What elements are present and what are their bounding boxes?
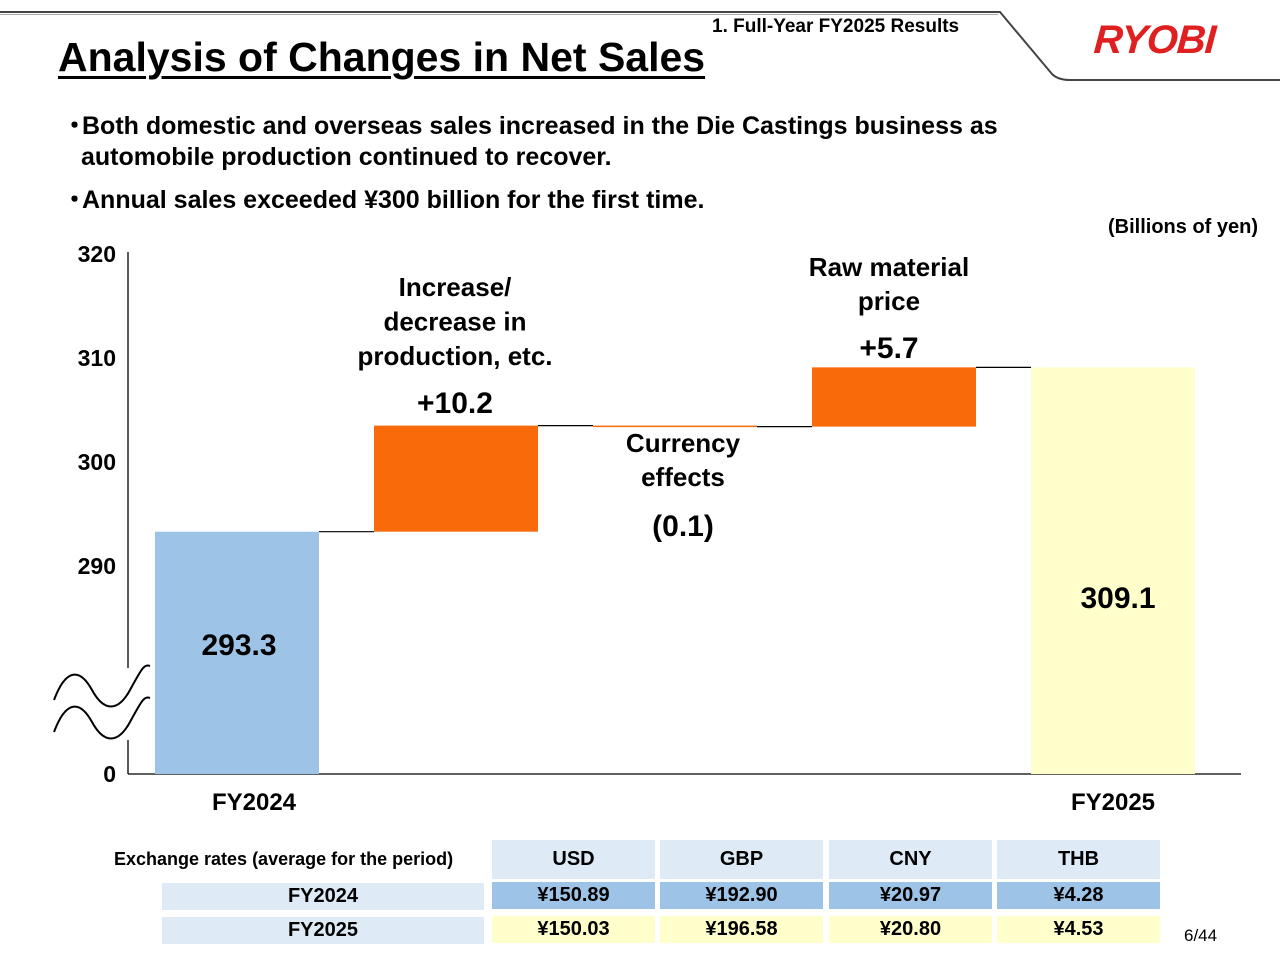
bullet-1-text: Both domestic and overseas sales increas… bbox=[82, 112, 998, 140]
fx-row-label: FY2025 bbox=[162, 917, 484, 944]
bullet-1: ・Both domestic and overseas sales increa… bbox=[62, 106, 998, 142]
data-label-fy2024: 293.3 bbox=[201, 629, 276, 662]
fx-cell: ¥20.97 bbox=[829, 882, 992, 909]
fx-row-label: FY2024 bbox=[162, 883, 484, 910]
y-tick-label: 310 bbox=[78, 345, 116, 371]
fx-cell: ¥4.53 bbox=[997, 916, 1160, 943]
y-tick-label: 320 bbox=[78, 241, 116, 267]
axis-break-wave bbox=[53, 696, 151, 740]
step-label-production: production, etc. bbox=[358, 341, 553, 371]
page-number: 6/44 bbox=[1184, 926, 1218, 945]
bullet-2: ・Annual sales exceeded ¥300 billion for … bbox=[62, 180, 704, 216]
header-rule bbox=[0, 11, 1280, 81]
y-tick-label: 290 bbox=[78, 553, 116, 579]
header-decoration bbox=[0, 11, 1280, 81]
fx-column-header: GBP bbox=[660, 840, 823, 879]
data-label-production: +10.2 bbox=[417, 387, 493, 420]
x-label-fy2024: FY2024 bbox=[212, 789, 297, 816]
fx-cell: ¥4.28 bbox=[997, 882, 1160, 909]
step-label-currency: Currency bbox=[626, 428, 741, 458]
data-label-fy2025: 309.1 bbox=[1080, 582, 1155, 615]
fx-cell: ¥150.03 bbox=[492, 916, 655, 943]
unit-label: (Billions of yen) bbox=[1108, 216, 1258, 238]
fx-table-title: Exchange rates (average for the period) bbox=[114, 849, 454, 869]
section-label: 1. Full-Year FY2025 Results bbox=[712, 16, 960, 37]
bar-4 bbox=[1031, 367, 1195, 774]
x-label-fy2025: FY2025 bbox=[1071, 789, 1155, 816]
bar-2 bbox=[593, 425, 757, 428]
bar-0 bbox=[155, 531, 319, 774]
step-label-production: Increase/ bbox=[399, 272, 512, 302]
page-title: Analysis of Changes in Net Sales bbox=[58, 34, 706, 80]
data-label-raw-material: +5.7 bbox=[859, 332, 918, 365]
fx-column-header: THB bbox=[997, 840, 1160, 879]
bar-3 bbox=[812, 367, 976, 427]
fx-cell: ¥192.90 bbox=[660, 882, 823, 909]
fx-cell: ¥150.89 bbox=[492, 882, 655, 909]
fx-column-header: USD bbox=[492, 840, 655, 879]
axis-break-wave bbox=[53, 664, 151, 708]
bullet-1-continuation: automobile production continued to recov… bbox=[81, 143, 612, 171]
bullet-2-text: Annual sales exceeded ¥300 billion for t… bbox=[82, 186, 705, 214]
step-label-raw-material: price bbox=[858, 286, 920, 316]
step-label-raw-material: Raw material bbox=[809, 252, 969, 282]
y-tick-label: 300 bbox=[78, 449, 116, 475]
y-tick-label: 0 bbox=[103, 761, 116, 787]
step-label-currency: effects bbox=[641, 462, 725, 492]
fx-cell: ¥196.58 bbox=[660, 916, 823, 943]
fx-cell: ¥20.80 bbox=[829, 916, 992, 943]
data-label-currency: (0.1) bbox=[652, 510, 714, 543]
fx-column-header: CNY bbox=[829, 840, 992, 879]
bar-1 bbox=[374, 425, 538, 532]
step-label-production: decrease in bbox=[383, 307, 526, 337]
